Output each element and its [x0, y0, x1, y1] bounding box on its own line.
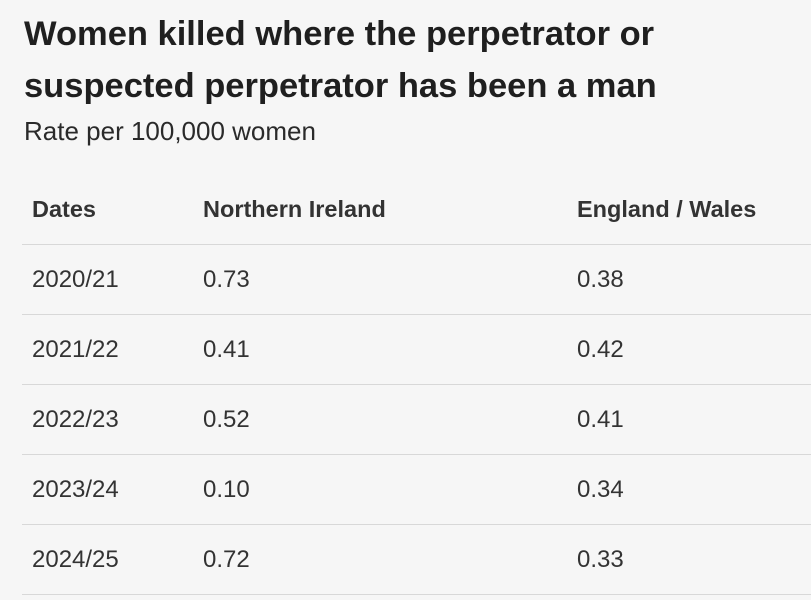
- title: Women killed where the perpetrator or su…: [24, 15, 657, 105]
- table-cell: 0.73: [193, 244, 567, 315]
- table-cell: 2020/21: [22, 244, 193, 315]
- column-header: England / Wales: [567, 175, 811, 245]
- table-cell: 0.33: [567, 524, 811, 595]
- subtitle: Rate per 100,000 women: [24, 116, 316, 146]
- table-body: 2020/21 0.73 0.38 2021/22 0.41 0.42 2022/23 0.5…: [22, 244, 811, 595]
- table-cell: 2024/25: [22, 524, 193, 595]
- table-cell: 0.52: [193, 384, 567, 455]
- table-cell: 2022/23: [22, 384, 193, 455]
- table-cell: 0.42: [567, 314, 811, 385]
- table-row: 2024/25 0.72 0.33: [22, 524, 811, 595]
- column-header: Northern Ireland: [193, 175, 567, 245]
- column-header: Dates: [22, 175, 193, 245]
- table-cell: 2021/22: [22, 314, 193, 385]
- table-cell: 0.72: [193, 524, 567, 595]
- table-cell: 0.41: [193, 314, 567, 385]
- table-row: 2023/24 0.10 0.34: [22, 454, 811, 525]
- table-cell: 0.38: [567, 244, 811, 315]
- table-cell: 0.41: [567, 384, 811, 455]
- table-cell: 2023/24: [22, 454, 193, 525]
- table-row: 2021/22 0.41 0.42: [22, 314, 811, 385]
- table-cell: 0.34: [567, 454, 811, 525]
- data-table: Dates Northern Ireland England / Wales 202…: [22, 175, 811, 595]
- table-row: 2020/21 0.73 0.38: [22, 244, 811, 315]
- header-row: Dates Northern Ireland England / Wales: [22, 175, 811, 245]
- table-cell: 0.10: [193, 454, 567, 525]
- table-row: 2022/23 0.52 0.41: [22, 384, 811, 455]
